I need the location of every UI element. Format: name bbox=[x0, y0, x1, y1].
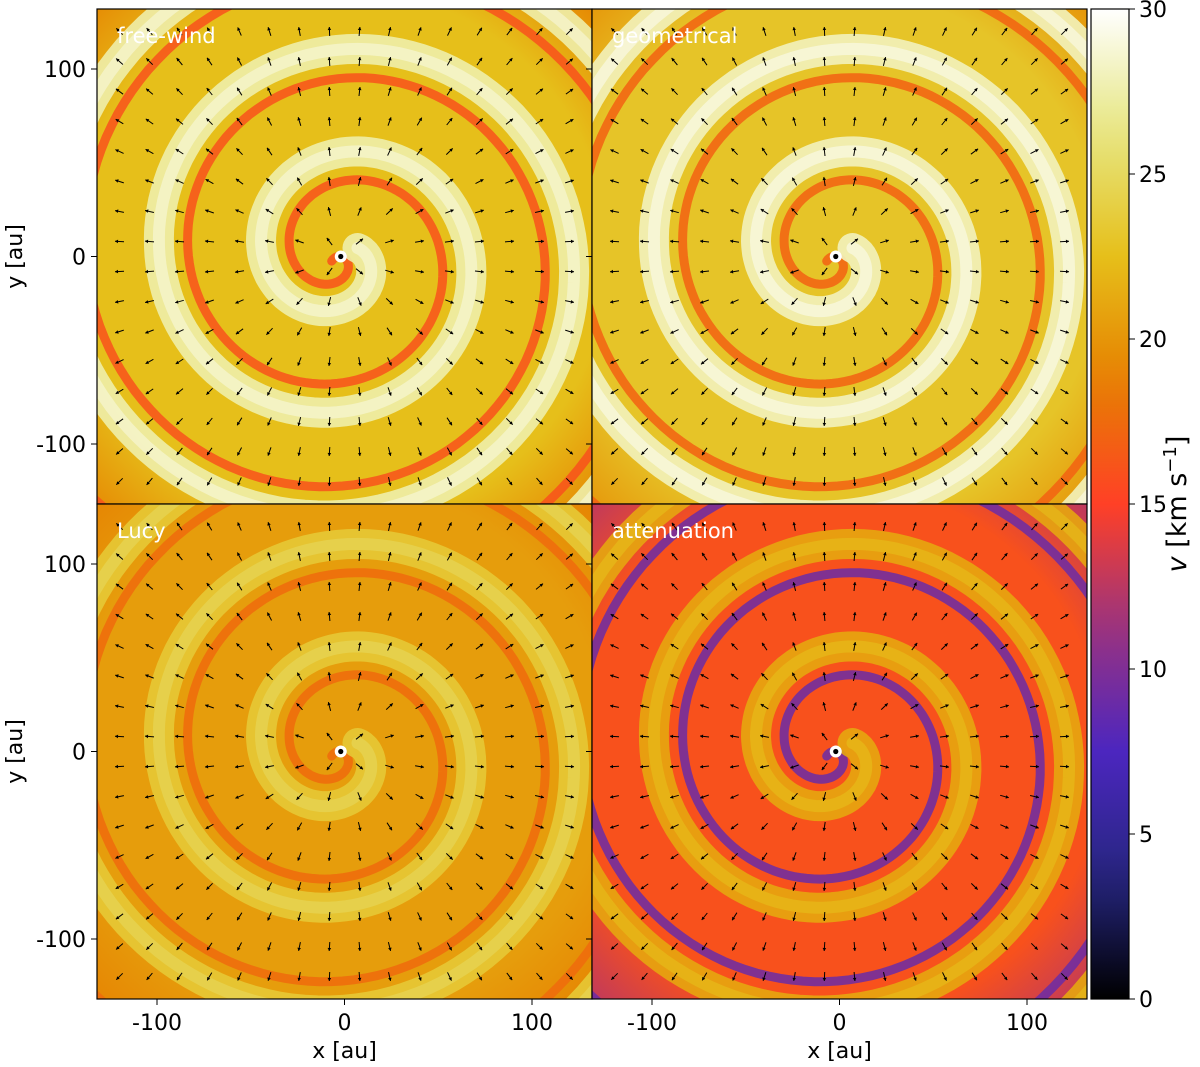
colorbar-tick-label: 25 bbox=[1139, 163, 1167, 188]
colorbar-tick-label: 10 bbox=[1139, 658, 1167, 683]
colorbar-label-close: ] bbox=[1162, 436, 1193, 447]
y-tick-label: 100 bbox=[44, 553, 86, 578]
panel-Lucy: Lucy bbox=[36, 441, 677, 1063]
panel-title: Lucy bbox=[117, 519, 166, 543]
colorbar-tick-label: 20 bbox=[1139, 328, 1167, 353]
panel-title: attenuation bbox=[612, 519, 734, 543]
panel-title: geometrical bbox=[612, 24, 737, 48]
colorbar-label-unit: [km s bbox=[1162, 473, 1193, 548]
x-tick-label: 0 bbox=[833, 1011, 847, 1036]
central-source bbox=[833, 254, 838, 259]
central-source bbox=[833, 749, 838, 754]
colorbar-label-exponent: −1 bbox=[1160, 446, 1181, 473]
y-tick-label: 0 bbox=[72, 741, 86, 766]
x-tick-label: 100 bbox=[511, 1011, 553, 1036]
colorbar bbox=[1091, 9, 1129, 999]
y-axis-label: y [au] bbox=[3, 224, 28, 289]
x-tick-label: 100 bbox=[1006, 1011, 1048, 1036]
colorbar-label-symbol: v bbox=[1162, 548, 1193, 573]
y-axis-label: y [au] bbox=[3, 719, 28, 784]
y-tick-label: 100 bbox=[44, 58, 86, 83]
y-tick-label: 0 bbox=[72, 246, 86, 271]
central-source bbox=[338, 749, 343, 754]
y-tick-label: -100 bbox=[36, 433, 86, 458]
central-source bbox=[338, 254, 343, 259]
x-axis-label: x [au] bbox=[807, 1039, 872, 1063]
colorbar-tick-label: 5 bbox=[1139, 823, 1153, 848]
panel-attenuation: attenuation bbox=[531, 441, 1172, 1063]
x-tick-label: -100 bbox=[132, 1011, 182, 1036]
colorbar-tick-label: 0 bbox=[1139, 988, 1153, 1013]
panel-title: free-wind bbox=[117, 24, 216, 48]
x-tick-label: 0 bbox=[338, 1011, 352, 1036]
x-tick-label: -100 bbox=[627, 1011, 677, 1036]
colorbar-tick-label: 30 bbox=[1139, 0, 1167, 23]
colorbar-label: v [km s−1] bbox=[1160, 436, 1194, 573]
x-axis-label: x [au] bbox=[312, 1039, 377, 1063]
y-tick-label: -100 bbox=[36, 928, 86, 953]
